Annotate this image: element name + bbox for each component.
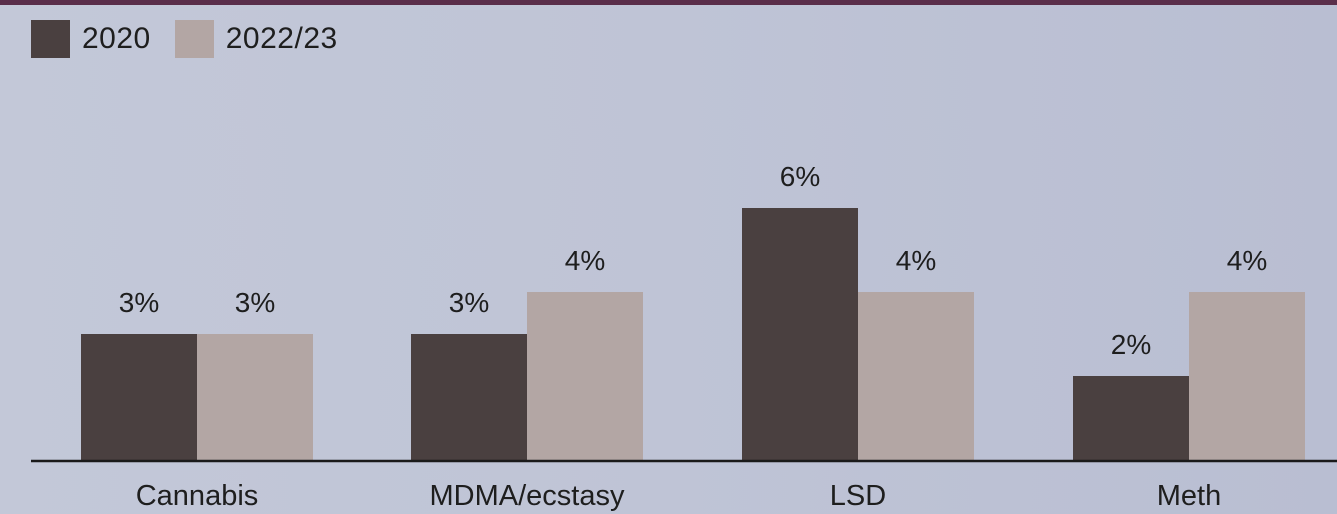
data-label-mdma-ecstasy-2022-23: 4% (565, 245, 605, 276)
category-label-cannabis: Cannabis (136, 480, 259, 512)
bar-lsd-2020 (742, 208, 858, 460)
top-accent-bar (0, 0, 1337, 5)
data-label-meth-2020: 2% (1111, 329, 1151, 360)
data-label-lsd-2020: 6% (780, 161, 820, 192)
bar-cannabis-2020 (81, 334, 197, 460)
legend-swatch-2022-23 (174, 20, 214, 58)
data-label-meth-2022-23: 4% (1227, 245, 1267, 276)
bar-lsd-2022-23 (858, 292, 974, 460)
category-label-lsd: LSD (830, 480, 886, 512)
bar-mdma-ecstasy-2020 (411, 334, 527, 460)
data-label-cannabis-2022-23: 3% (235, 287, 275, 318)
data-label-cannabis-2020: 3% (119, 287, 159, 318)
legend-label-2022-23: 2022/23 (225, 22, 338, 55)
bar-cannabis-2022-23 (197, 334, 313, 460)
legend-swatch-2020 (31, 20, 70, 58)
bar-mdma-ecstasy-2022-23 (527, 292, 643, 460)
chart-legend: 2020 2022/23 (31, 20, 362, 58)
bar-meth-2022-23 (1189, 292, 1305, 460)
data-label-mdma-ecstasy-2020: 3% (449, 287, 489, 318)
data-label-lsd-2022-23: 4% (896, 245, 936, 276)
category-label-meth: Meth (1157, 480, 1221, 512)
category-label-mdma-ecstasy: MDMA/ecstasy (430, 480, 625, 512)
legend-item-2022-23: 2022/23 (174, 20, 338, 58)
bar-meth-2020 (1073, 376, 1189, 460)
legend-label-2020: 2020 (82, 22, 151, 55)
legend-item-2020: 2020 (31, 20, 151, 58)
